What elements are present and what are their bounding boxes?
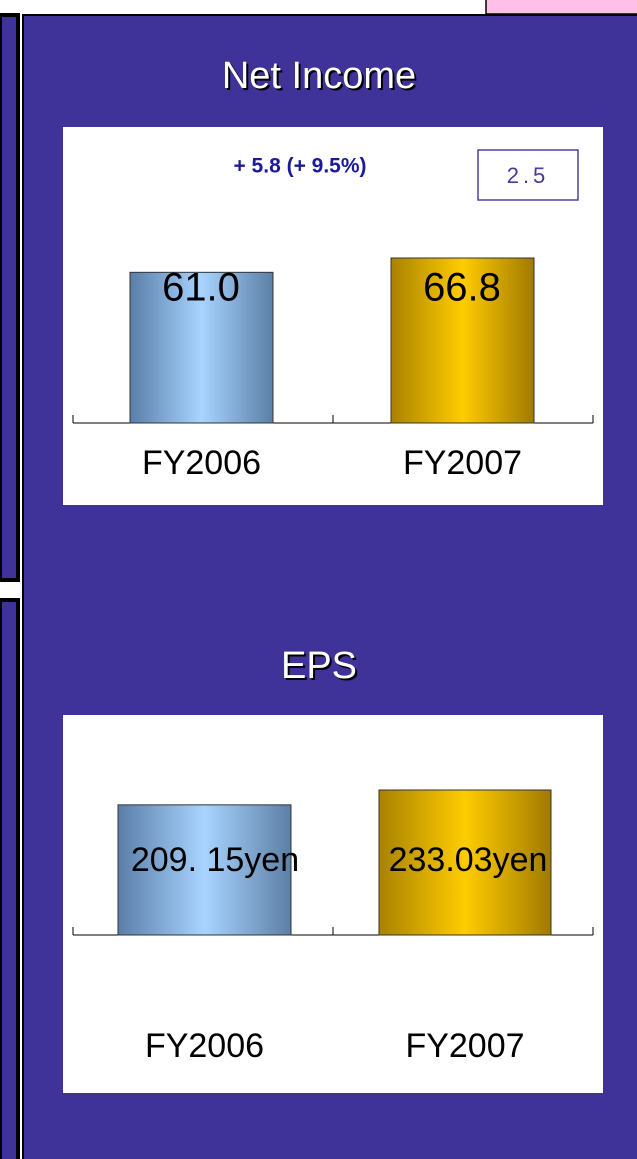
category-label: FY2006	[142, 444, 261, 482]
category-label: FY2007	[405, 1027, 524, 1065]
category-label: FY2007	[403, 444, 522, 482]
value-label: 66.8	[423, 266, 501, 310]
value-label: 209. 15yen	[131, 841, 299, 879]
side-panel	[0, 598, 20, 1159]
side-panel	[0, 13, 20, 582]
chart-title-shadow: Net Income	[224, 57, 418, 99]
chart-title: Net Income	[222, 55, 416, 97]
bar	[129, 271, 274, 424]
bar	[117, 804, 292, 936]
category-label: FY2006	[145, 1027, 264, 1065]
chart-title-shadow: EPS	[283, 647, 359, 689]
chart-title: EPS	[281, 645, 357, 687]
value-label: 61.0	[162, 266, 240, 310]
bar	[378, 789, 552, 936]
tag-box	[485, 0, 637, 15]
bar	[390, 257, 535, 424]
annotation-box	[477, 149, 579, 201]
value-label: 233.03yen	[389, 841, 548, 879]
annotation: + 5.8 (+ 9.5%)	[233, 155, 366, 178]
annotation: 2.5	[507, 163, 550, 188]
